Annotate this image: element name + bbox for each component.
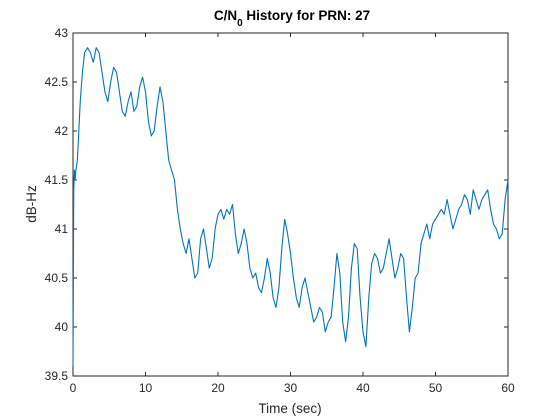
series-line [72, 47, 509, 367]
x-tick-label: 40 [356, 381, 370, 395]
y-tick-label: 40 [55, 320, 69, 334]
y-tick-label: 41.5 [45, 173, 69, 187]
x-tick-label: 10 [139, 381, 153, 395]
y-tick-label: 43 [55, 26, 69, 40]
y-tick-label: 42.5 [45, 75, 69, 89]
chart-title: C/N0 History for PRN: 27 [214, 8, 370, 29]
x-tick-label: 20 [211, 381, 225, 395]
axes-box [72, 32, 509, 377]
y-axis-label: dB-Hz [24, 185, 39, 223]
x-tick-label: 30 [284, 381, 298, 395]
y-tick-label: 41 [55, 222, 69, 236]
y-tick-label: 40.5 [45, 271, 69, 285]
x-tick-label: 50 [429, 381, 443, 395]
y-tick-label: 39.5 [45, 369, 69, 383]
plot-area: 0 10 20 30 40 50 60 39.5 40 40.5 41 41.5 42 42.5 43 [45, 26, 515, 395]
x-axis-label: Time (sec) [258, 401, 321, 416]
x-tick-label: 60 [501, 381, 515, 395]
x-tick-label: 0 [70, 381, 77, 395]
y-tick-label: 42 [55, 124, 69, 138]
